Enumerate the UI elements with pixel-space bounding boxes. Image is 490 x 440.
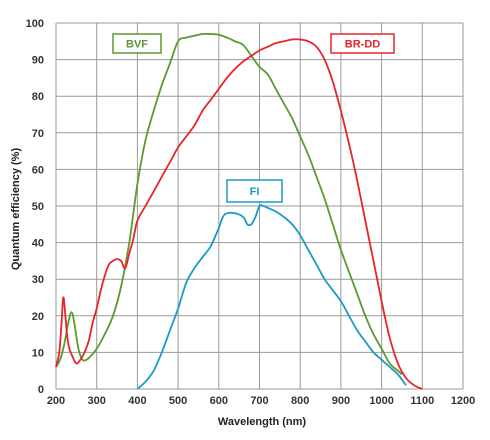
x-tick-label: 700	[250, 395, 268, 407]
x-tick-label: 1200	[451, 395, 475, 407]
y-tick-label: 100	[26, 18, 44, 30]
y-tick-label: 60	[32, 164, 44, 176]
y-axis-label: Quantum efficiency (%)	[10, 148, 22, 271]
y-tick-label: 40	[32, 238, 44, 250]
x-tick-label: 900	[332, 395, 350, 407]
y-tick-label: 90	[32, 55, 44, 67]
y-tick-label: 50	[32, 201, 44, 213]
x-tick-label: 1100	[410, 395, 434, 407]
x-tick-label: 800	[291, 395, 309, 407]
y-tick-label: 10	[32, 347, 44, 359]
y-tick-label: 70	[32, 128, 44, 140]
y-tick-labels: 0 10 20 30 40 50 60 70 80 90 100	[26, 18, 44, 396]
legend-label-fi: FI	[250, 186, 260, 198]
y-tick-label: 20	[32, 311, 44, 323]
legend-box-br-dd	[330, 33, 395, 54]
legend-box-bvf	[112, 33, 162, 54]
x-tick-label: 500	[169, 395, 187, 407]
x-axis-label: Wavelength (nm)	[218, 416, 307, 428]
series-line-bvf	[55, 32, 403, 376]
y-tick-label: 30	[32, 274, 44, 286]
legend-label-br-dd: BR-DD	[345, 39, 380, 51]
y-tick-label: 80	[32, 91, 44, 103]
series-lines	[55, 32, 423, 390]
x-tick-label: 300	[88, 395, 106, 407]
x-tick-label: 200	[47, 395, 65, 407]
legend-box-fi	[226, 179, 283, 203]
legend-label-bvf: BVF	[126, 39, 148, 51]
series-line-br-dd	[55, 38, 423, 390]
x-tick-label: 600	[210, 395, 228, 407]
y-tick-label: 0	[38, 384, 44, 396]
legend-boxes: BVF BR-DD FI	[112, 33, 395, 203]
x-tick-label: 400	[128, 395, 146, 407]
series-line-fi	[136, 204, 407, 390]
x-tick-label: 1000	[369, 395, 393, 407]
grid-lines	[55, 22, 464, 390]
x-tick-labels: 200 300 400 500 600 700 800 900 1000 1100 1200	[47, 395, 475, 407]
